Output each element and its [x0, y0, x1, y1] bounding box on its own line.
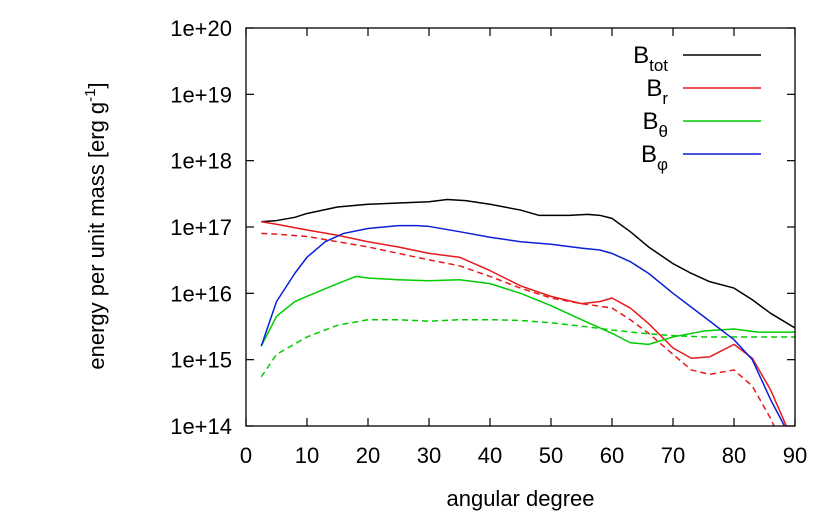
y-tick-label: 1e+19 [170, 82, 232, 107]
x-tick-label: 40 [478, 443, 502, 468]
x-axis-label: angular degree [446, 486, 594, 511]
y-tick-label: 1e+17 [170, 215, 232, 240]
x-tick-label: 70 [661, 443, 685, 468]
series-line-series-4-dashed [260, 318, 795, 378]
y-tick-label: 1e+18 [170, 149, 232, 174]
series-lines [260, 198, 795, 426]
x-tick-label: 80 [722, 443, 746, 468]
x-tick-label: 0 [240, 443, 252, 468]
x-tick-label: 30 [417, 443, 441, 468]
y-axis-label: energy per unit mass [erg g-1] [82, 82, 109, 369]
x-tick-labels: 0 10 20 30 40 50 60 70 80 90 [240, 443, 807, 468]
x-tick-label: 10 [295, 443, 319, 468]
series-line-series-2-dashed [261, 232, 775, 426]
series-line-b-r [261, 221, 788, 426]
y-tick-label: 1e+15 [170, 348, 232, 373]
x-tick-label: 50 [539, 443, 563, 468]
y-tick-label: 1e+16 [170, 281, 232, 306]
series-line-b- [260, 275, 795, 347]
x-tick-label: 60 [600, 443, 624, 468]
x-tick-label: 90 [783, 443, 807, 468]
legend-label: Btot [633, 42, 668, 75]
y-tick-labels: 1e+14 1e+15 1e+16 1e+17 1e+18 1e+19 1e+20 [170, 16, 232, 439]
series-line-b-tot [261, 198, 795, 329]
x-tick-label: 20 [356, 443, 380, 468]
legend-label: Bθ [643, 108, 668, 141]
legend-label: Br [646, 75, 668, 108]
series-line-b- [260, 224, 786, 426]
y-tick-label: 1e+20 [170, 16, 232, 41]
axis-ticks [245, 27, 796, 427]
y-tick-label: 1e+14 [170, 414, 232, 439]
legend-label: Bφ [641, 141, 668, 174]
